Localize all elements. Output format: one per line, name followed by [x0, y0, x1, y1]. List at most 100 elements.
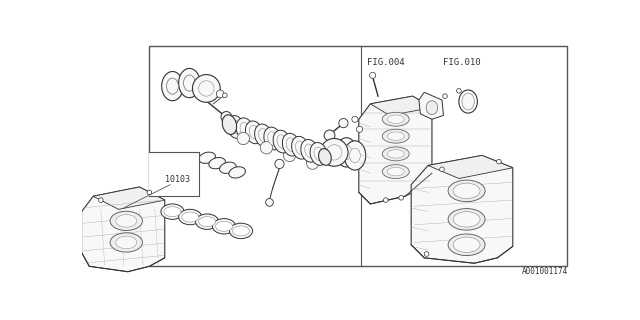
Ellipse shape: [453, 212, 480, 227]
Ellipse shape: [448, 234, 485, 256]
Circle shape: [424, 252, 429, 256]
Circle shape: [193, 75, 220, 102]
Ellipse shape: [319, 149, 332, 165]
Ellipse shape: [259, 129, 268, 142]
Ellipse shape: [382, 165, 409, 179]
Polygon shape: [428, 156, 513, 179]
Circle shape: [324, 130, 335, 141]
Ellipse shape: [453, 183, 480, 198]
Ellipse shape: [268, 132, 277, 145]
Circle shape: [320, 139, 348, 166]
Ellipse shape: [453, 237, 480, 252]
Ellipse shape: [222, 115, 237, 134]
Ellipse shape: [162, 71, 183, 101]
Circle shape: [456, 88, 461, 93]
Circle shape: [198, 81, 214, 96]
Ellipse shape: [199, 152, 216, 164]
Text: A001001174: A001001174: [522, 267, 568, 276]
Ellipse shape: [387, 115, 404, 124]
Ellipse shape: [273, 130, 291, 153]
Ellipse shape: [314, 147, 324, 161]
Ellipse shape: [387, 132, 404, 140]
Ellipse shape: [336, 138, 357, 167]
Ellipse shape: [184, 75, 195, 91]
Ellipse shape: [196, 214, 219, 229]
Ellipse shape: [212, 219, 236, 234]
Polygon shape: [419, 92, 444, 119]
Circle shape: [216, 90, 224, 98]
Ellipse shape: [282, 133, 300, 156]
Ellipse shape: [164, 207, 181, 217]
Circle shape: [369, 72, 376, 78]
Ellipse shape: [301, 140, 318, 162]
Polygon shape: [93, 187, 164, 209]
Ellipse shape: [245, 121, 263, 144]
Circle shape: [307, 157, 319, 169]
Ellipse shape: [341, 145, 352, 160]
Ellipse shape: [459, 90, 477, 113]
Circle shape: [260, 141, 273, 154]
Circle shape: [223, 93, 227, 98]
Ellipse shape: [166, 78, 179, 94]
Polygon shape: [148, 152, 198, 196]
Ellipse shape: [230, 223, 253, 239]
Ellipse shape: [292, 136, 309, 159]
Circle shape: [339, 118, 348, 128]
Ellipse shape: [227, 116, 244, 138]
Ellipse shape: [182, 212, 198, 222]
Ellipse shape: [240, 123, 250, 136]
Ellipse shape: [110, 233, 143, 252]
Ellipse shape: [232, 226, 250, 236]
Ellipse shape: [382, 147, 409, 161]
Ellipse shape: [277, 135, 287, 148]
Ellipse shape: [382, 112, 409, 126]
Ellipse shape: [236, 118, 253, 140]
Ellipse shape: [161, 204, 184, 219]
Ellipse shape: [310, 142, 328, 165]
Text: FIG.010: FIG.010: [444, 58, 481, 67]
Circle shape: [399, 196, 403, 200]
Circle shape: [237, 132, 250, 145]
Polygon shape: [82, 187, 164, 272]
Circle shape: [221, 112, 232, 122]
Ellipse shape: [220, 162, 236, 173]
Ellipse shape: [448, 180, 485, 202]
Ellipse shape: [231, 120, 241, 134]
Text: 10103: 10103: [164, 175, 189, 184]
Ellipse shape: [229, 167, 245, 178]
Circle shape: [326, 145, 342, 160]
Circle shape: [383, 198, 388, 203]
Polygon shape: [411, 156, 513, 263]
Circle shape: [147, 190, 152, 195]
Bar: [148, 46, 566, 266]
Ellipse shape: [264, 127, 281, 150]
Ellipse shape: [179, 68, 200, 98]
Polygon shape: [359, 96, 432, 204]
Ellipse shape: [286, 138, 296, 151]
Ellipse shape: [462, 93, 474, 110]
Ellipse shape: [216, 221, 232, 231]
Circle shape: [266, 198, 273, 206]
Circle shape: [440, 167, 444, 172]
Circle shape: [356, 126, 363, 132]
Ellipse shape: [387, 167, 404, 176]
Ellipse shape: [305, 144, 314, 158]
Ellipse shape: [426, 101, 438, 115]
Circle shape: [275, 159, 284, 169]
Ellipse shape: [255, 124, 272, 147]
Ellipse shape: [116, 215, 137, 227]
Ellipse shape: [448, 209, 485, 230]
Circle shape: [497, 159, 501, 164]
Ellipse shape: [116, 236, 137, 249]
Circle shape: [443, 94, 447, 99]
Ellipse shape: [209, 157, 225, 169]
Ellipse shape: [382, 129, 409, 143]
Ellipse shape: [296, 141, 305, 155]
Ellipse shape: [198, 217, 216, 227]
Ellipse shape: [387, 150, 404, 158]
Ellipse shape: [179, 209, 202, 225]
Circle shape: [284, 149, 296, 162]
Ellipse shape: [349, 148, 360, 163]
Ellipse shape: [249, 125, 259, 139]
Text: FIG.004: FIG.004: [367, 58, 404, 67]
